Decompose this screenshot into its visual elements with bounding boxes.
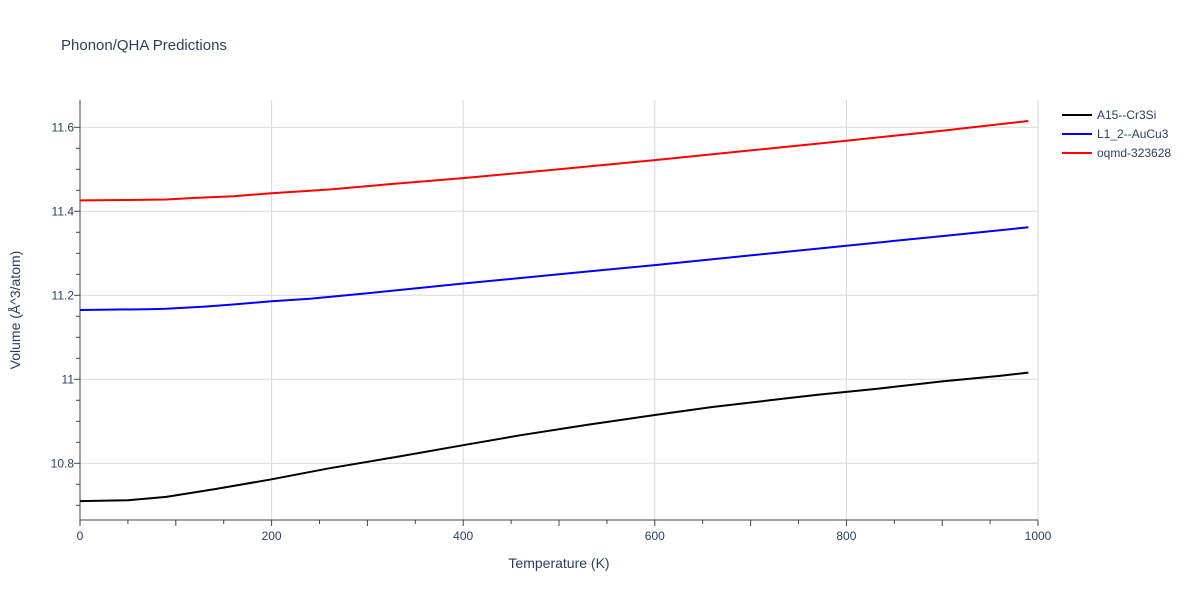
legend-label: L1_2--AuCu3	[1097, 127, 1169, 141]
y-tick-label: 11.6	[52, 120, 75, 134]
legend-item[interactable]: oqmd-323628	[1062, 146, 1171, 160]
series-line-3[interactable]	[79, 120, 1029, 202]
x-tick-label: 1000	[1025, 529, 1052, 543]
chart-title: Phonon/QHA Predictions	[61, 37, 227, 54]
y-tick-label: 10.8	[51, 456, 75, 470]
y-tick-label: 11.2	[52, 288, 75, 302]
plot-area[interactable]	[79, 120, 1029, 503]
y-axis-title: Volume (Å^3/atom)	[7, 251, 23, 370]
legend-item[interactable]: A15--Cr3Si	[1062, 108, 1156, 122]
grid	[80, 100, 1039, 520]
y-tick-label: 11	[62, 372, 75, 386]
x-tick-label: 0	[77, 529, 84, 543]
legend[interactable]: A15--Cr3Si L1_2--AuCu3 oqmd-323628	[1062, 108, 1171, 160]
legend-label: oqmd-323628	[1097, 146, 1171, 160]
x-tick-label: 400	[453, 529, 473, 543]
tick-labels: 0 200 400 600 800 1000 10.8 11 11.2 11.4 11.6	[51, 120, 1052, 543]
y-tick-label: 11.4	[52, 204, 75, 218]
legend-item[interactable]: L1_2--AuCu3	[1062, 127, 1169, 141]
axes	[74, 100, 1039, 526]
x-tick-label: 600	[645, 529, 665, 543]
x-tick-label: 800	[836, 529, 856, 543]
series-line-2[interactable]	[79, 226, 1029, 311]
series-line-1[interactable]	[79, 371, 1029, 503]
x-tick-label: 200	[262, 529, 282, 543]
x-axis-title: Temperature (K)	[508, 555, 609, 571]
legend-label: A15--Cr3Si	[1097, 108, 1156, 122]
